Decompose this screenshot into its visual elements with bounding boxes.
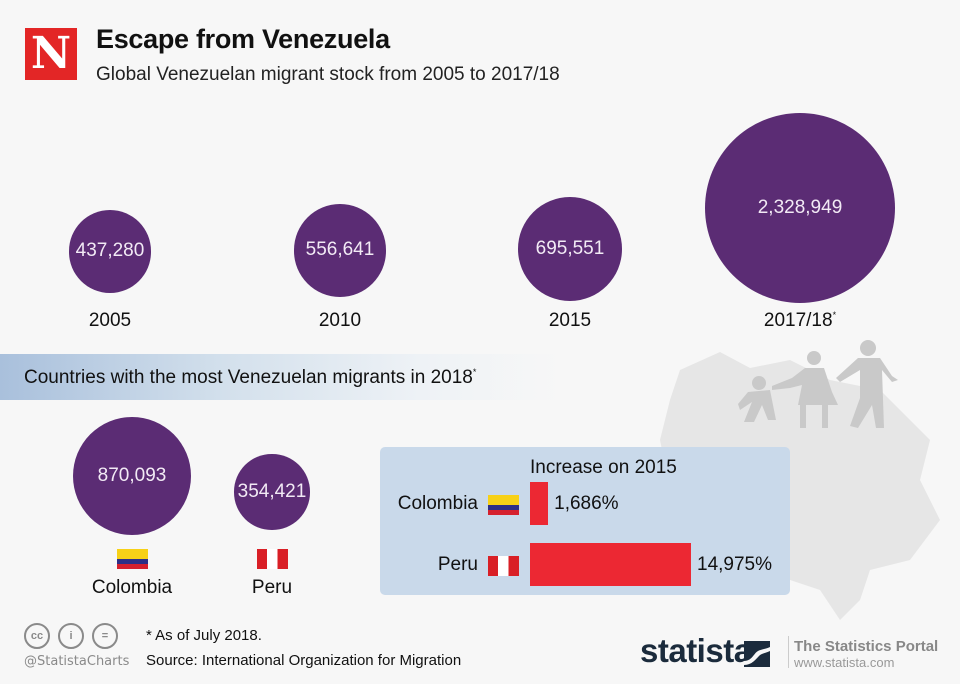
bubble-value: 870,093 [97, 465, 167, 486]
section-title-text: Countries with the most Venezuelan migra… [24, 367, 473, 388]
bubble-value: 695,551 [535, 238, 605, 260]
page-subtitle: Global Venezuelan migrant stock from 200… [96, 64, 560, 85]
row-label-colombia: Colombia [397, 493, 478, 514]
cc-icon: cc [24, 623, 50, 649]
source-note: Source: International Organization for M… [146, 652, 462, 669]
statista-logo-text[interactable]: statista [640, 632, 752, 669]
year-label: 2017/18* [730, 310, 870, 332]
twitter-handle[interactable]: @StatistaCharts [24, 654, 130, 669]
statista-logo-icon [744, 641, 770, 667]
bar-peru [530, 543, 691, 586]
year-label: 2010 [270, 310, 410, 332]
bubble-2010: 556,641 [293, 203, 387, 297]
bubble-value: 354,421 [237, 480, 307, 502]
bubble-2005: 437,280 [68, 210, 152, 293]
bar-value-label: 1,686% [554, 493, 619, 514]
colombia-flag [488, 495, 519, 515]
bubble-value: 437,280 [75, 240, 145, 262]
peru-flag [488, 556, 519, 576]
footnote-mark: * [472, 367, 477, 377]
attribution-icon: i [58, 623, 84, 649]
bar-value-label: 14,975% [697, 554, 773, 575]
colombia-flag [117, 549, 148, 569]
footnote-mark: * [832, 310, 837, 320]
bubble-value: 556,641 [305, 239, 375, 261]
section-band [0, 354, 560, 400]
year-label: 2005 [40, 310, 180, 332]
country-label: Colombia [91, 577, 173, 598]
bubble-2015: 695,551 [518, 197, 622, 302]
page-title: Escape from Venezuela [96, 24, 390, 54]
year-label-text: 2017/18 [763, 310, 833, 331]
year-label: 2015 [500, 310, 640, 332]
bubble-colombia: 870,093 [73, 417, 191, 535]
portal-title: The Statistics Portal [794, 638, 939, 655]
peru-flag [257, 549, 288, 569]
year-label-text: 2010 [318, 310, 362, 331]
year-label-text: 2005 [88, 310, 132, 331]
bubble-2017-18: 2,328,949 [705, 113, 895, 303]
newsweek-logo: N [25, 28, 77, 80]
portal-url[interactable]: www.statista.com [794, 655, 895, 670]
bubble-peru: 354,421 [234, 454, 310, 530]
increase-panel-title: Increase on 2015 [530, 457, 677, 478]
row-label-peru: Peru [437, 554, 478, 575]
bar-colombia [530, 482, 549, 525]
country-label: Peru [251, 577, 293, 598]
year-label-text: 2015 [548, 310, 592, 331]
section-title: Countries with the most Venezuelan migra… [24, 367, 476, 389]
logo-letter: N [30, 28, 72, 79]
family-icon [738, 340, 898, 428]
footnote: * As of July 2018. [146, 627, 262, 644]
bubble-value: 2,328,949 [757, 197, 843, 218]
no-derivatives-icon: = [92, 623, 118, 649]
footer-divider [788, 636, 789, 668]
